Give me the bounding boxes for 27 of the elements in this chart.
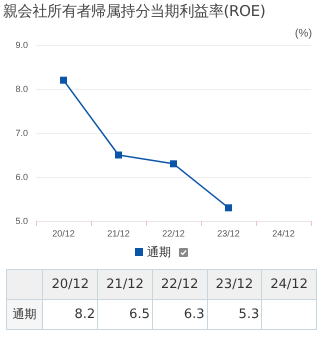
text: 通期 (12, 307, 37, 321)
x-tick-label: 20/12 (52, 228, 75, 238)
x-tick-label: 23/12 (217, 228, 240, 238)
data-label: 8.2 (42, 300, 98, 330)
category-label: 20/12 (52, 277, 90, 292)
legend-label: 通期 (147, 244, 171, 260)
y-tick-label: 6.0 (15, 172, 28, 182)
point (225, 204, 232, 212)
x-tick-label: 24/12 (272, 228, 295, 238)
chart-title: 親会社所有者帰属持分当期利益率(ROE) (3, 2, 266, 21)
data-label: 6.5 (98, 300, 152, 330)
x-tick-label: 22/12 (162, 228, 185, 238)
category-label: 23/12 (216, 277, 254, 292)
point (170, 160, 177, 168)
data-label: 6.3 (152, 300, 208, 330)
category-label: 21/12 (106, 277, 144, 292)
y-tick-label: 9.0 (15, 40, 28, 50)
point (60, 76, 67, 84)
category-label: 24/12 (270, 277, 308, 292)
y-tick-label: 5.0 (15, 216, 28, 226)
point (115, 152, 122, 158)
y-tick-label: 7.0 (15, 128, 28, 138)
y-tick-label: 8.0 (15, 84, 28, 94)
x-tick-label: 21/12 (107, 228, 130, 238)
data-label: 5.3 (207, 300, 262, 330)
y-axis-title: (%) (294, 28, 312, 40)
category-label: 22/12 (160, 277, 198, 292)
